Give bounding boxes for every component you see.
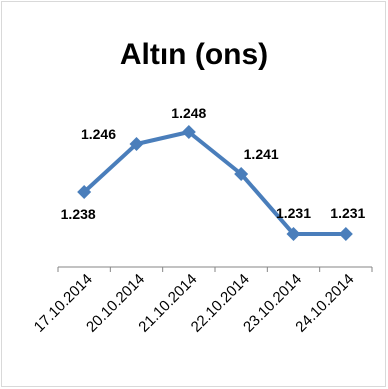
data-point-marker — [181, 125, 196, 139]
data-point-marker — [286, 227, 301, 241]
data-point-marker — [77, 185, 92, 199]
data-label: 1.238 — [61, 206, 96, 222]
data-label: 1.248 — [171, 105, 206, 121]
chart-title: Altın (ons) — [120, 38, 268, 71]
data-label: 1.231 — [330, 205, 365, 221]
data-label: 1.241 — [244, 146, 279, 162]
data-label: 1.246 — [81, 126, 116, 142]
data-point-marker — [234, 167, 249, 181]
data-label: 1.231 — [276, 205, 311, 221]
data-point-marker — [129, 137, 144, 151]
data-point-marker — [338, 227, 353, 241]
series-line — [82, 130, 346, 236]
